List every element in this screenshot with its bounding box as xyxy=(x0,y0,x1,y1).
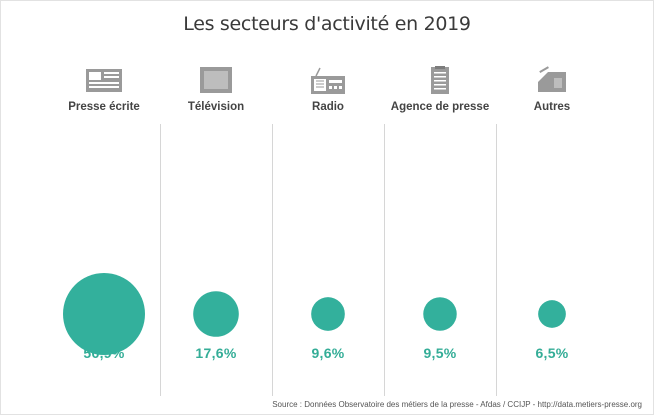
sector-label: Télévision xyxy=(187,101,245,113)
sector-label: Agence de presse xyxy=(390,101,490,113)
sector-column-television: Télévision 17,6% xyxy=(160,0,272,415)
television-icon xyxy=(160,66,272,96)
sector-column-agence-de-presse: Agence de presse 9,5% xyxy=(384,0,496,415)
bubble-agence-de-presse xyxy=(423,297,457,331)
newspaper-icon xyxy=(48,66,160,96)
data-label: 6,5% xyxy=(535,345,569,361)
bubble-autres xyxy=(538,300,566,328)
sector-label: Radio xyxy=(312,101,344,113)
source-note: Source : Données Observatoire des métier… xyxy=(272,400,642,409)
data-label: 9,5% xyxy=(423,345,457,361)
data-label: 9,6% xyxy=(311,345,345,361)
press-agency-document-icon xyxy=(384,66,496,96)
column-divider xyxy=(496,124,497,396)
column-divider xyxy=(272,124,273,396)
sector-label: Presse écrite xyxy=(68,101,140,113)
radio-icon xyxy=(272,66,384,96)
sector-column-radio: Radio 9,6% xyxy=(272,0,384,415)
sector-label: Autres xyxy=(533,101,571,113)
column-divider xyxy=(384,124,385,396)
other-card-icon xyxy=(496,66,608,96)
column-divider xyxy=(160,124,161,396)
sector-column-autres: Autres 6,5% xyxy=(496,0,608,415)
bubble-presse-crite xyxy=(63,273,145,355)
data-label: 17,6% xyxy=(195,345,237,361)
bubble-radio xyxy=(311,297,345,331)
bubble-t-l-vision xyxy=(193,291,239,337)
chart-title: Les secteurs d'activité en 2019 xyxy=(183,13,471,35)
